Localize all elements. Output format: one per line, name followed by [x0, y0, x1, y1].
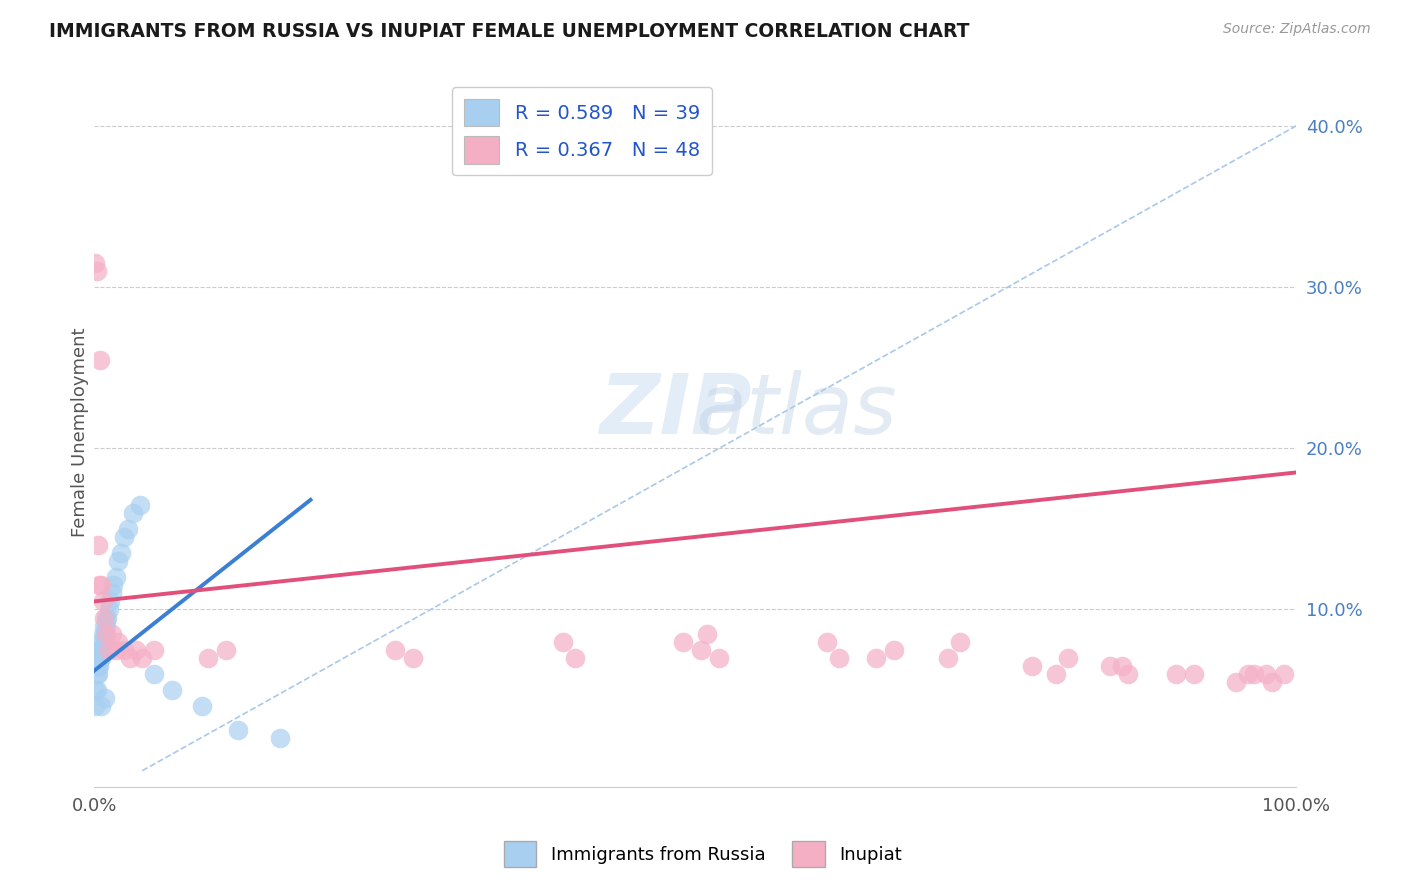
Point [817, 634, 839, 648]
Point [110, 546, 132, 560]
Point [84, 683, 107, 698]
Point [87, 667, 110, 681]
Legend: R = 0.589   N = 39, R = 0.367   N = 48: R = 0.589 N = 39, R = 0.367 N = 48 [453, 87, 711, 175]
Point [1256, 667, 1278, 681]
Point [696, 626, 718, 640]
Point [94, 691, 117, 706]
Point [1116, 667, 1139, 681]
Point [228, 723, 250, 738]
Point [89, 352, 111, 367]
Point [197, 651, 219, 665]
Point [91, 626, 114, 640]
Point [384, 642, 406, 657]
Point [551, 634, 574, 648]
Point [104, 570, 127, 584]
Point [564, 651, 586, 665]
Point [94, 626, 117, 640]
Point [1164, 667, 1187, 681]
Point [828, 651, 851, 665]
Point [90, 634, 112, 648]
Point [91, 594, 114, 608]
Y-axis label: Female Unemployment: Female Unemployment [72, 327, 89, 537]
Point [93, 618, 115, 632]
Point [112, 642, 135, 657]
Point [97, 602, 120, 616]
Point [86, 683, 108, 698]
Point [1098, 659, 1121, 673]
Point [101, 586, 124, 600]
Point [128, 498, 150, 512]
Point [84, 699, 107, 714]
Point [1021, 659, 1043, 673]
Point [143, 642, 166, 657]
Legend: Immigrants from Russia, Inupiat: Immigrants from Russia, Inupiat [496, 834, 910, 874]
Text: Source: ZipAtlas.com: Source: ZipAtlas.com [1223, 22, 1371, 37]
Point [90, 578, 112, 592]
Point [143, 667, 166, 681]
Point [87, 538, 110, 552]
Point [89, 651, 111, 665]
Point [402, 651, 425, 665]
Point [98, 594, 121, 608]
Point [93, 610, 115, 624]
Point [1045, 667, 1067, 681]
Point [883, 642, 905, 657]
Point [121, 506, 143, 520]
Point [162, 683, 184, 698]
Point [86, 264, 108, 278]
Point [865, 651, 887, 665]
Point [1237, 667, 1260, 681]
Point [1272, 667, 1295, 681]
Point [125, 642, 148, 657]
Point [215, 642, 238, 657]
Point [104, 642, 127, 657]
Point [709, 651, 731, 665]
Point [107, 634, 129, 648]
Point [1182, 667, 1205, 681]
Point [87, 578, 110, 592]
Point [89, 642, 111, 657]
Point [690, 642, 713, 657]
Point [1261, 675, 1284, 690]
Text: IMMIGRANTS FROM RUSSIA VS INUPIAT FEMALE UNEMPLOYMENT CORRELATION CHART: IMMIGRANTS FROM RUSSIA VS INUPIAT FEMALE… [49, 22, 970, 41]
Point [84, 256, 107, 270]
Point [94, 626, 117, 640]
Point [90, 699, 112, 714]
Point [117, 522, 139, 536]
Point [87, 651, 110, 665]
Point [936, 651, 959, 665]
Point [112, 530, 135, 544]
Point [120, 651, 142, 665]
Text: atlas: atlas [695, 370, 897, 451]
Point [94, 618, 117, 632]
Point [107, 554, 129, 568]
Point [86, 667, 108, 681]
Point [1111, 659, 1133, 673]
Point [93, 634, 115, 648]
Point [269, 731, 291, 746]
Text: ZIP: ZIP [599, 370, 752, 451]
Point [91, 642, 114, 657]
Point [94, 610, 117, 624]
Point [103, 578, 125, 592]
Point [96, 610, 118, 624]
Point [1243, 667, 1265, 681]
Point [672, 634, 695, 648]
Point [87, 642, 110, 657]
Point [949, 634, 972, 648]
Point [87, 659, 110, 673]
Point [131, 651, 153, 665]
Point [101, 626, 124, 640]
Point [90, 651, 112, 665]
Point [97, 642, 120, 657]
Point [191, 699, 214, 714]
Point [1225, 675, 1247, 690]
Point [1057, 651, 1080, 665]
Point [87, 659, 110, 673]
